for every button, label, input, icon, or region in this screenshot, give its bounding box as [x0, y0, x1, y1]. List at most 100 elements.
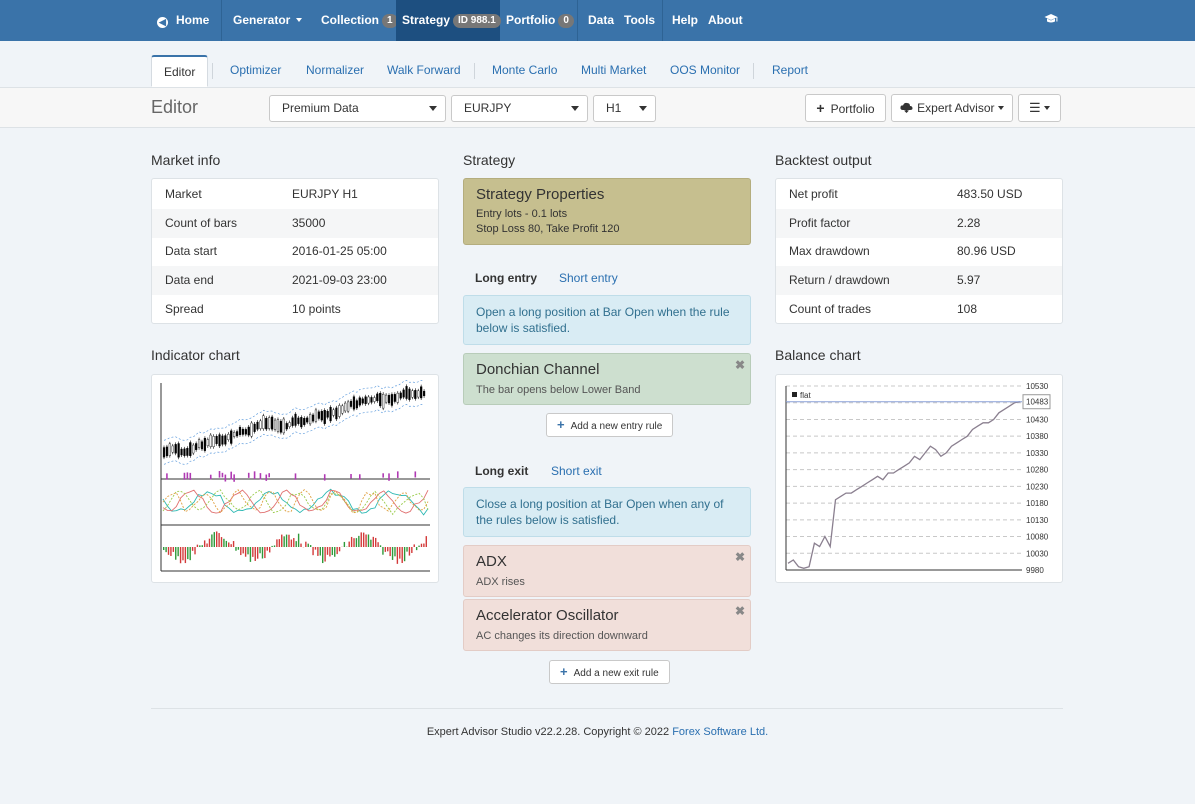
expert-advisor-button[interactable]: Expert Advisor — [891, 94, 1013, 122]
plus-icon: + — [816, 100, 825, 116]
nav-data[interactable]: Data — [588, 0, 614, 41]
data-source-select[interactable]: Premium Data — [269, 95, 446, 122]
tab-label: Multi Market — [581, 63, 647, 77]
histogram-bar — [384, 547, 387, 552]
add-to-portfolio-button[interactable]: + Portfolio — [805, 94, 886, 122]
tab-short-entry[interactable]: Short entry — [559, 271, 618, 285]
histogram-bar — [273, 545, 276, 547]
volume-bar — [388, 473, 390, 481]
ea-button-label: Expert Advisor — [917, 101, 995, 115]
row-value: 483.50 USD — [957, 187, 1023, 201]
row-value: EURJPY H1 — [292, 187, 358, 201]
balance-chart-panel[interactable]: 1053010480104301038010330102801023010180… — [775, 374, 1063, 583]
candle — [352, 396, 356, 410]
exit-info-text: Close a long position at Bar Open when a… — [463, 487, 751, 537]
nav-help[interactable]: Help — [672, 0, 698, 41]
add-entry-rule-button[interactable]: + Add a new entry rule — [546, 413, 674, 437]
candle — [396, 392, 399, 403]
candle — [326, 411, 329, 418]
close-icon[interactable]: ✖ — [734, 550, 745, 564]
candle — [297, 417, 300, 424]
nav-home[interactable]: ◀ Home — [157, 0, 209, 41]
tab-long-exit[interactable]: Long exit — [475, 464, 529, 478]
rule-title: Accelerator Oscillator — [476, 607, 619, 624]
tab-monte-carlo[interactable]: Monte Carlo — [492, 55, 557, 87]
market-info-title: Market info — [151, 152, 221, 168]
tab-optimizer[interactable]: Optimizer — [230, 55, 281, 87]
company-link[interactable]: Forex Software Ltd. — [672, 726, 769, 738]
backtest-panel: Net profit 483.50 USD Profit factor 2.28 M… — [775, 178, 1063, 324]
indicator-chart — [160, 379, 430, 572]
volume-bar — [247, 472, 250, 478]
histogram-bar — [418, 545, 420, 547]
histogram-bar — [172, 547, 175, 552]
rule-title: Donchian Channel — [476, 361, 600, 378]
footer: Expert Advisor Studio v22.2.28. Copyrigh… — [0, 726, 1195, 738]
candle — [411, 390, 414, 398]
nav-generator[interactable]: Generator — [233, 0, 290, 41]
candle — [288, 422, 291, 427]
add-exit-rule-button[interactable]: + Add a new exit rule — [549, 660, 670, 684]
editor-toolbar: Editor Premium Data EURJPY H1 + Portfolio… — [0, 87, 1195, 128]
nav-tools[interactable]: Tools — [624, 0, 655, 41]
tab-short-exit[interactable]: Short exit — [551, 464, 602, 478]
histogram-bar — [213, 532, 215, 547]
histogram-bar — [240, 547, 242, 556]
indicator-chart-panel[interactable] — [151, 374, 439, 583]
row-label: Return / drawdown — [789, 273, 890, 287]
candle — [227, 433, 230, 440]
chevron-down-icon — [296, 18, 302, 22]
symbol-select[interactable]: EURJPY — [451, 95, 588, 122]
nav-strategy[interactable]: Strategy ID 988.1 — [396, 0, 501, 41]
strategy-properties[interactable]: Strategy Properties Entry lots - 0.1 lot… — [463, 178, 751, 245]
nav-about-label: About — [708, 13, 743, 27]
tab-editor[interactable]: Editor — [151, 55, 209, 87]
histogram-bar — [288, 534, 290, 547]
nav-collection[interactable]: Collection 1 — [321, 0, 398, 41]
tab-oos-monitor[interactable]: OOS Monitor — [670, 55, 740, 87]
period-select[interactable]: H1 — [593, 95, 656, 122]
tab-walk-forward[interactable]: Walk Forward — [387, 55, 461, 87]
nav-academy[interactable] — [1044, 0, 1058, 41]
nav-portfolio[interactable]: Portfolio 0 — [506, 0, 574, 41]
histogram-bar — [249, 547, 252, 562]
histogram-bar — [387, 547, 389, 552]
exit-rule-accelerator[interactable]: Accelerator Oscillator AC changes its di… — [463, 599, 751, 651]
candle — [168, 443, 171, 456]
tab-label: OOS Monitor — [670, 63, 741, 77]
candle — [355, 400, 358, 409]
close-icon[interactable]: ✖ — [734, 604, 745, 618]
nav-generator-dropdown[interactable] — [296, 0, 302, 41]
exit-rule-adx[interactable]: ADX ADX rises ✖ — [463, 545, 751, 597]
histogram-bar — [425, 536, 427, 547]
candle — [186, 448, 189, 456]
backtest-row: Return / drawdown 5.97 — [776, 266, 1062, 295]
row-label: Net profit — [789, 187, 838, 201]
volume-bar — [189, 472, 192, 480]
tab-divider — [753, 63, 754, 79]
balance-line — [787, 401, 1021, 569]
tab-report[interactable]: Report — [772, 55, 808, 87]
histogram-bar — [411, 547, 413, 553]
tab-multi-market[interactable]: Multi Market — [581, 55, 646, 87]
editor-tabs: Editor Optimizer Normalizer Walk Forward… — [0, 41, 1195, 87]
tab-long-entry[interactable]: Long entry — [475, 271, 537, 285]
legend-label: flat — [800, 391, 811, 400]
candle — [180, 448, 183, 456]
close-icon[interactable]: ✖ — [734, 358, 745, 372]
histogram-bar — [396, 547, 399, 564]
nav-about[interactable]: About — [708, 0, 743, 41]
chevron-down-icon — [571, 106, 579, 111]
histogram-bar — [216, 531, 218, 547]
histogram-bar — [278, 539, 281, 547]
y-tick-label: 10080 — [1026, 533, 1049, 542]
entry-rule-donchian[interactable]: Donchian Channel The bar opens below Low… — [463, 353, 751, 405]
histogram-bar — [389, 547, 391, 557]
market-info-panel: Market EURJPY H1 Count of bars 35000 Data … — [151, 178, 439, 324]
tab-normalizer[interactable]: Normalizer — [306, 55, 364, 87]
menu-button[interactable]: ☰ — [1018, 94, 1061, 122]
row-value: 2021-09-03 23:00 — [292, 273, 387, 287]
histogram-bar — [184, 547, 187, 564]
histogram-bar — [237, 547, 240, 550]
histogram-bar — [199, 545, 201, 547]
